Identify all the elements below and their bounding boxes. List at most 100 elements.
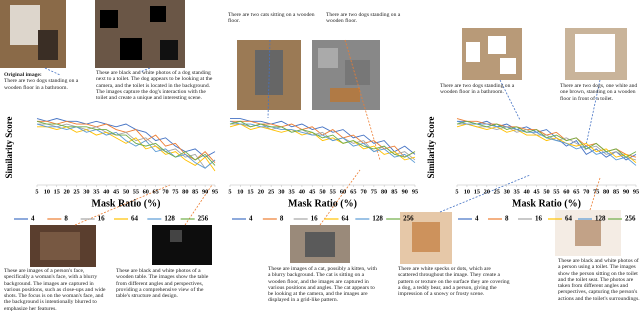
x-tick-label: 35	[93, 188, 99, 195]
series-line	[456, 123, 637, 164]
series-line	[37, 123, 216, 169]
x-tick-label: 55	[330, 188, 336, 195]
series-line	[457, 120, 637, 161]
y-axis-label: Similarity Score	[4, 116, 14, 178]
x-tick-label: 45	[113, 188, 119, 195]
x-tick-label: 80	[603, 188, 609, 195]
x-tick-label: 30	[83, 188, 89, 195]
caption: There are two dogs standing on a wooden …	[440, 83, 515, 96]
legend-label: 4	[249, 215, 253, 223]
x-tick-label: 75	[593, 188, 599, 195]
x-tick-label: 45	[309, 188, 315, 195]
x-tick-label: 25	[73, 188, 79, 195]
legend-label: 8	[505, 215, 509, 223]
caption: There are two dogs, one white and one br…	[560, 83, 638, 102]
caption: These are black and white photos of a wo…	[116, 268, 209, 300]
x-tick-label: 55	[133, 188, 139, 195]
x-tick-label: 40	[299, 188, 305, 195]
legend-label: 8	[64, 215, 68, 223]
caption-label: Original image:	[4, 72, 42, 78]
x-tick-label: 15	[474, 188, 480, 195]
x-tick-label: 70	[583, 188, 589, 195]
x-tick-label: 35	[514, 188, 520, 195]
x-tick-label: 60	[563, 188, 569, 195]
caption-text: There are two dogs standing on a wooden …	[4, 78, 79, 91]
x-tick-label: 45	[533, 188, 539, 195]
caption: There are two dogs standing on a wooden …	[326, 12, 401, 25]
legend-label: 16	[311, 215, 319, 223]
legend-label: 128	[595, 215, 606, 223]
x-tick-label: 5	[35, 188, 38, 195]
x-tick-label: 80	[182, 188, 188, 195]
series-line	[230, 123, 416, 161]
x-tick-label: 10	[237, 188, 243, 195]
x-tick-label: 25	[268, 188, 274, 195]
series-line	[37, 126, 216, 172]
x-tick-label: 25	[494, 188, 500, 195]
caption: These are images of a person's face, spe…	[4, 268, 106, 311]
caption: There are two cats sitting on a wooden f…	[228, 12, 315, 25]
photos	[0, 0, 627, 267]
series-line	[36, 118, 216, 158]
x-tick-label: 50	[543, 188, 549, 195]
x-tick-label: 85	[192, 188, 198, 195]
x-tick-label: 40	[103, 188, 109, 195]
x-tick-label: 35	[289, 188, 295, 195]
x-tick-label: 65	[573, 188, 579, 195]
legend-label: 256	[198, 215, 209, 223]
legend-label: 256	[403, 215, 414, 223]
legend-label: 8	[280, 215, 284, 223]
series-line	[229, 120, 416, 164]
series-line	[36, 123, 216, 169]
legend-label: 256	[625, 215, 636, 223]
x-axis-label: Mask Ratio (%)	[288, 198, 357, 209]
x-tick-label: 75	[172, 188, 178, 195]
series-line	[36, 120, 216, 166]
x-tick-label: 95	[412, 188, 418, 195]
legend-label: 4	[31, 215, 35, 223]
x-tick-label: 65	[350, 188, 356, 195]
legend-label: 128	[164, 215, 175, 223]
x-tick-label: 95	[633, 188, 639, 195]
series-line	[229, 123, 416, 161]
x-tick-label: 5	[455, 188, 458, 195]
legend-label: 4	[475, 215, 479, 223]
caption: These are black and white photos of a do…	[96, 70, 213, 102]
x-tick-label: 90	[202, 188, 208, 195]
arrows	[44, 39, 601, 226]
x-tick-label: 10	[464, 188, 470, 195]
y-axis-label: Similarity Score	[426, 116, 436, 178]
x-axis-label: Mask Ratio (%)	[512, 198, 581, 209]
caption: Original image: There are two dogs standi…	[4, 72, 90, 91]
x-tick-label: 55	[553, 188, 559, 195]
x-tick-label: 20	[258, 188, 264, 195]
x-tick-label: 50	[123, 188, 129, 195]
x-axis-label: Mask Ratio (%)	[92, 198, 161, 209]
x-tick-label: 65	[153, 188, 159, 195]
x-tick-label: 90	[623, 188, 629, 195]
series-line	[230, 118, 416, 155]
x-tick-label: 5	[228, 188, 231, 195]
caption: These are black and white photos of a pe…	[558, 258, 640, 302]
x-tick-label: 95	[212, 188, 218, 195]
caption: These are images of a cat, possibly a ki…	[268, 266, 377, 304]
x-tick-label: 40	[523, 188, 529, 195]
legend-label: 128	[372, 215, 383, 223]
x-tick-label: 15	[247, 188, 253, 195]
caption: There are white specks or dots, which ar…	[398, 266, 510, 298]
x-tick-label: 70	[162, 188, 168, 195]
legend-label: 16	[535, 215, 543, 223]
legend-label: 64	[131, 215, 139, 223]
x-tick-label: 30	[504, 188, 510, 195]
x-tick-label: 20	[484, 188, 490, 195]
x-tick-label: 15	[54, 188, 60, 195]
x-tick-label: 80	[381, 188, 387, 195]
x-tick-label: 50	[319, 188, 325, 195]
legend-label: 64	[565, 215, 573, 223]
x-tick-label: 85	[613, 188, 619, 195]
x-tick-label: 10	[44, 188, 50, 195]
x-tick-label: 60	[340, 188, 346, 195]
x-tick-label: 20	[64, 188, 70, 195]
